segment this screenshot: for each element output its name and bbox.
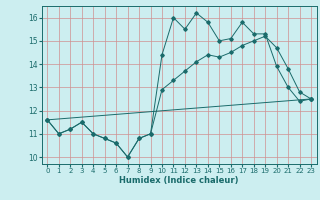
- X-axis label: Humidex (Indice chaleur): Humidex (Indice chaleur): [119, 176, 239, 185]
